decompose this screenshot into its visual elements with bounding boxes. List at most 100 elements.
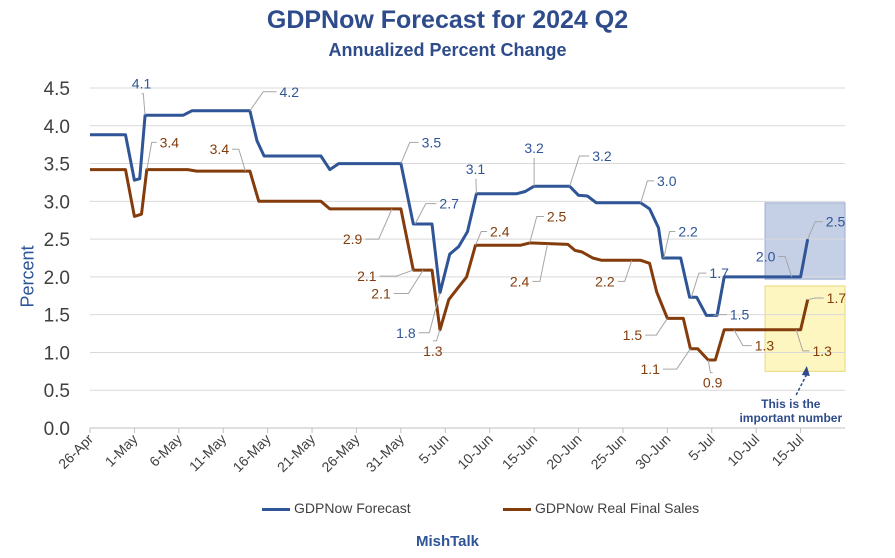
line-chart: 0.00.51.01.52.02.53.03.54.04.526-Apr 1-Ma…	[44, 76, 847, 475]
data-label: 2.2	[678, 224, 698, 240]
x-tick-label: 5-Jul	[685, 431, 718, 464]
data-label: 1.7	[827, 290, 847, 306]
y-tick-label: 2.0	[44, 268, 70, 289]
x-tick-label: 21-May	[274, 431, 318, 475]
x-tick-label: 5-Jun	[415, 431, 451, 467]
data-label: 3.4	[210, 141, 230, 157]
x-tick-label: 10-Jul	[724, 431, 762, 469]
data-label-leader	[249, 91, 277, 111]
x-tick-label: 31-May	[363, 431, 407, 475]
footer-credit: MishTalk	[415, 533, 480, 550]
callout-arrow-head	[801, 366, 810, 377]
data-label-leader	[733, 329, 752, 347]
data-label-leader	[707, 359, 713, 374]
final-sales-series-line	[90, 168, 810, 362]
data-label: 2.7	[439, 196, 459, 212]
x-tick-label: 11-May	[186, 431, 230, 475]
data-label: 1.5	[623, 327, 643, 343]
x-tick-label: 25-Jun	[587, 431, 629, 473]
x-tick-label: 26-May	[318, 431, 362, 475]
x-tick-label: 15-Jul	[768, 431, 806, 469]
data-label: 3.2	[524, 140, 544, 156]
x-tick-label: 6-May	[146, 431, 185, 470]
data-label: 0.9	[703, 375, 723, 391]
forecast-series-line	[90, 109, 810, 317]
y-tick-label: 3.5	[44, 155, 70, 176]
data-label-leader	[418, 292, 441, 334]
legend-final-sales: GDPNow Real Final Sales	[503, 500, 699, 516]
y-tick-label: 1.0	[44, 343, 70, 364]
data-label-leader	[807, 297, 824, 301]
x-tick-label: 10-Jun	[454, 431, 496, 473]
data-label: 2.9	[343, 231, 363, 247]
data-label: 3.1	[466, 161, 486, 177]
data-label-leader	[232, 148, 246, 172]
data-label: 2.0	[756, 248, 776, 264]
data-label: 3.4	[160, 134, 180, 150]
data-label-leader	[532, 244, 548, 282]
data-label: 2.5	[826, 214, 846, 230]
data-label: 3.5	[422, 134, 442, 150]
legend-forecast: GDPNow Forecast	[262, 500, 411, 516]
data-label-leader	[795, 329, 810, 352]
data-label: 2.5	[547, 208, 567, 224]
data-label-leader	[640, 180, 655, 203]
data-label-leader	[713, 314, 727, 316]
y-tick-label: 1.5	[44, 306, 70, 327]
y-tick-label: 2.5	[44, 230, 70, 251]
data-label-leader	[475, 231, 488, 246]
data-label-leader	[400, 141, 419, 164]
chart-subtitle: Annualized Percent Change	[328, 40, 567, 60]
data-label-leader	[569, 155, 590, 187]
data-label: 4.1	[132, 76, 152, 92]
data-label: 1.5	[730, 307, 750, 323]
data-label-leader	[645, 318, 668, 336]
y-tick-label: 3.0	[44, 192, 70, 213]
data-label: 1.8	[396, 325, 416, 341]
x-tick-label: 30-Jun	[632, 431, 674, 473]
data-label: 2.1	[357, 268, 377, 284]
data-label-leader	[662, 348, 691, 370]
data-label-leader	[141, 93, 146, 116]
callout-line-2: important number	[739, 411, 842, 425]
x-tick-label: 16-May	[229, 431, 273, 475]
data-label-leader	[432, 329, 441, 342]
data-label: 1.3	[812, 343, 832, 359]
data-label: 2.4	[490, 224, 510, 240]
data-label: 1.3	[423, 343, 443, 359]
data-label-leader	[146, 141, 157, 170]
x-tick-label: 15-Jun	[499, 431, 541, 473]
data-label-leader	[475, 178, 477, 194]
data-label: 2.1	[371, 286, 391, 302]
data-label-leader	[393, 269, 424, 295]
data-label: 3.2	[592, 148, 612, 164]
y-tick-label: 0.5	[44, 381, 70, 402]
data-label: 1.3	[755, 338, 775, 354]
forecast-highlight-box	[764, 202, 846, 280]
data-label: 2.4	[510, 273, 530, 289]
y-tick-label: 4.5	[44, 79, 70, 100]
data-label: 1.1	[640, 361, 660, 377]
x-tick-label: 1-May	[102, 431, 141, 470]
chart-title: GDPNow Forecast for 2024 Q2	[266, 6, 629, 34]
legend-forecast-label: GDPNow Forecast	[294, 500, 411, 516]
data-label-leader	[414, 203, 437, 225]
data-label-leader	[663, 231, 676, 259]
legend-final-sales-swatch	[503, 507, 531, 511]
x-tick-label: 20-Jun	[543, 431, 585, 473]
data-label: 3.0	[657, 173, 677, 189]
callout-line-1: This is the	[761, 397, 821, 411]
data-label-leader	[690, 272, 707, 298]
data-label: 2.2	[595, 273, 615, 289]
data-label-leader	[778, 255, 793, 278]
callout-arrow-line	[795, 373, 808, 396]
data-label-leader	[529, 215, 544, 244]
y-tick-label: 4.0	[44, 117, 70, 138]
data-label-leader	[617, 260, 633, 282]
legend-final-sales-label: GDPNow Real Final Sales	[535, 500, 700, 516]
data-label: 1.7	[709, 265, 729, 281]
legend-forecast-swatch	[262, 507, 290, 511]
y-tick-label: 0.0	[44, 419, 70, 440]
data-label: 4.2	[280, 84, 300, 100]
data-label-leader	[807, 221, 823, 240]
